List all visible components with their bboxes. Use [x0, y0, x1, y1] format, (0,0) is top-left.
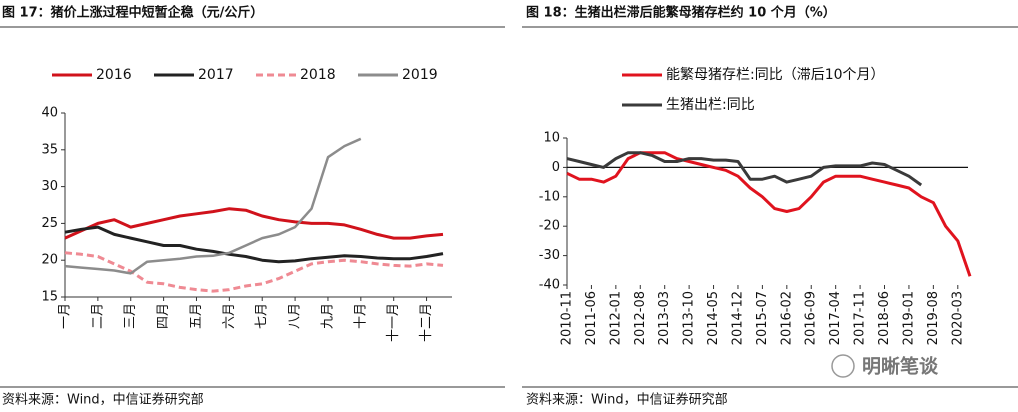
series-line: [64, 207, 444, 240]
x-tick-label: 2012-08: [633, 291, 648, 345]
chart-title: 图 17：猪价上涨过程中短暂企稳（元/公斤）: [2, 5, 263, 21]
series-line: [566, 151, 972, 277]
x-tick-label: 2014-12: [730, 291, 745, 345]
x-tick-label: 2010-11: [560, 291, 575, 345]
y-tick-label: 10: [543, 131, 560, 146]
y-tick-label: 20: [41, 253, 58, 268]
series-line: [64, 251, 444, 293]
x-tick-label: 2011-06: [584, 291, 599, 345]
series-line: [566, 151, 923, 187]
legend-label: 生猪出栏:同比: [666, 97, 755, 113]
x-tick-label: 2013-03: [657, 291, 672, 345]
x-tick-label: 2016-02: [779, 291, 794, 345]
x-tick-label: 七月: [255, 303, 270, 329]
source: 资料来源：Wind，中信证券研究部: [526, 392, 728, 408]
source: 资料来源：Wind，中信证券研究部: [2, 392, 204, 408]
x-tick-label: 2012-01: [608, 291, 623, 345]
x-tick-label: 2020-03: [950, 291, 965, 345]
legend-label: 2017: [198, 67, 234, 83]
series-line: [64, 225, 444, 264]
watermark: 明晰笔谈: [862, 355, 939, 378]
x-tick-label: 八月: [288, 303, 303, 329]
y-tick-label: -40: [539, 278, 560, 293]
x-tick-label: 四月: [156, 303, 171, 329]
x-tick-label: 三月: [123, 303, 138, 329]
series-line: [64, 137, 362, 275]
x-tick-label: 2014-05: [706, 291, 721, 345]
x-tick-label: 2018-06: [877, 291, 892, 345]
y-tick-label: 35: [41, 142, 58, 157]
x-tick-label: 十二月: [419, 303, 434, 342]
y-tick-label: -10: [539, 189, 560, 204]
legend-label: 2019: [402, 67, 438, 83]
x-tick-label: 十月: [353, 303, 368, 329]
y-tick-label: -20: [539, 219, 560, 234]
y-tick-label: 0: [552, 160, 560, 175]
legend-label: 2018: [300, 67, 336, 83]
x-tick-label: 五月: [189, 303, 204, 329]
x-tick-label: 十一月: [386, 303, 401, 342]
x-tick-label: 2017-04: [828, 291, 843, 345]
x-tick-label: 2016-09: [804, 291, 819, 345]
x-tick-label: 2015-07: [755, 291, 770, 345]
y-tick-label: 25: [41, 216, 58, 231]
chart-title: 图 18：生猪出栏滞后能繁母猪存栏约 10 个月（%）: [526, 5, 836, 21]
y-tick-label: 15: [41, 290, 58, 305]
y-tick-label: 40: [41, 106, 58, 121]
legend-label: 能繁母猪存栏:同比（滞后10个月）: [666, 67, 885, 83]
legend-label: 2016: [96, 67, 132, 83]
x-tick-label: 2013-10: [682, 291, 697, 345]
x-tick-label: 一月: [58, 303, 73, 329]
x-tick-label: 六月: [222, 303, 237, 329]
y-tick-label: 30: [41, 179, 58, 194]
watermark-icon: [831, 354, 855, 378]
x-tick-label: 九月: [320, 303, 335, 329]
x-tick-label: 2019-01: [901, 291, 916, 345]
x-tick-label: 2019-08: [926, 291, 941, 345]
x-tick-label: 2017-11: [853, 291, 868, 345]
x-tick-label: 二月: [90, 303, 105, 329]
y-tick-label: -30: [539, 248, 560, 263]
